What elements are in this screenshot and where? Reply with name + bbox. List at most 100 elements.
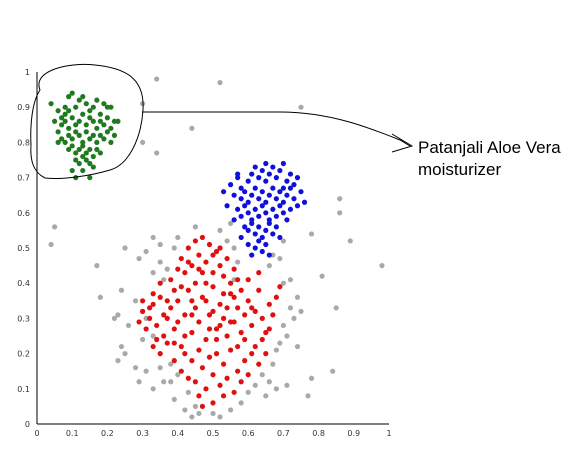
scatter-point <box>220 189 227 195</box>
scatter-point <box>298 308 304 314</box>
scatter-point <box>263 227 269 233</box>
scatter-point <box>249 220 255 226</box>
scatter-point <box>80 111 86 117</box>
scatter-point <box>270 206 276 212</box>
scatter-point <box>273 347 279 353</box>
scatter-point <box>192 379 198 385</box>
scatter-point <box>90 153 96 160</box>
scatter-point <box>238 329 244 336</box>
scatter-point <box>238 196 244 202</box>
scatter-point <box>192 238 198 244</box>
scatter-point <box>111 315 118 321</box>
scatter-point <box>108 125 114 131</box>
scatter-point <box>154 336 160 343</box>
scatter-point <box>164 340 170 346</box>
scatter-point <box>270 312 276 318</box>
scatter-point <box>189 125 195 131</box>
scatter-point <box>277 189 283 195</box>
scatter-point <box>175 298 181 304</box>
scatter-point <box>305 393 311 399</box>
scatter-point <box>87 108 93 114</box>
scatter-point <box>97 111 103 117</box>
scatter-point <box>150 270 156 276</box>
scatter-point <box>217 245 223 251</box>
y-tick-label: 0 <box>25 420 30 429</box>
scatter-point <box>83 122 89 128</box>
scatter-point <box>213 351 220 357</box>
scatter-point <box>249 192 255 198</box>
scatter-point <box>62 104 68 110</box>
scatter-point <box>140 298 146 304</box>
scatter-point <box>266 379 272 385</box>
scatter-point <box>164 266 170 272</box>
scatter-point <box>224 255 230 262</box>
scatter-point <box>280 210 286 216</box>
scatter-point <box>171 287 177 293</box>
scatter-point <box>80 94 86 100</box>
scatter-point <box>231 217 237 223</box>
scatter-point <box>270 361 276 367</box>
scatter-point <box>185 245 191 251</box>
scatter-point <box>210 270 216 276</box>
scatter-point <box>196 410 202 417</box>
y-tick-label: 0.8 <box>17 138 30 147</box>
scatter-point <box>277 284 283 290</box>
scatter-point <box>171 340 177 346</box>
hand-drawn-circle <box>30 63 144 179</box>
annotation: Patanjali Aloe Vera moisturizer <box>30 63 561 179</box>
scatter-point <box>62 118 68 124</box>
scatter-point <box>73 150 79 156</box>
annotation-arrow <box>142 111 411 147</box>
x-tick-label: 0.5 <box>207 429 220 438</box>
scatter-point <box>231 266 237 272</box>
scatter-point <box>80 167 86 174</box>
scatter-point <box>231 245 237 251</box>
scatter-point <box>259 234 265 241</box>
scatter-point <box>182 333 188 339</box>
scatter-point <box>203 280 209 286</box>
scatter-point <box>235 343 241 350</box>
x-tick-label: 0.1 <box>66 429 79 438</box>
scatter-point <box>252 185 258 191</box>
scatter-point <box>256 361 262 367</box>
scatter-point <box>69 90 75 96</box>
scatter-point <box>178 284 184 290</box>
scatter-point <box>196 393 202 399</box>
scatter-point <box>59 136 65 142</box>
scatter-point <box>277 255 283 262</box>
scatter-point <box>249 171 255 177</box>
scatter-point <box>87 160 93 167</box>
scatter-point <box>263 210 269 216</box>
scatter-point <box>259 203 265 209</box>
scatter-point <box>69 136 75 142</box>
scatter-point <box>308 231 315 237</box>
scatter-point <box>161 312 167 318</box>
scatter-point <box>157 241 163 248</box>
scatter-point <box>259 336 265 343</box>
scatter-point <box>94 139 100 145</box>
scatter-point <box>104 129 110 135</box>
scatter-point <box>266 252 272 258</box>
scatter-point <box>228 291 234 297</box>
scatter-point <box>66 132 72 138</box>
scatter-point <box>252 206 258 212</box>
scatter-point <box>287 206 294 212</box>
scatter-point <box>213 248 220 255</box>
scatter-point <box>220 315 227 321</box>
scatter-point <box>132 298 139 304</box>
scatter-point <box>238 234 244 241</box>
scatter-point <box>136 255 142 262</box>
scatter-point <box>178 368 184 374</box>
scatter-point <box>263 241 269 248</box>
x-tick-label: 0.6 <box>242 429 255 438</box>
y-tick-label: 0.1 <box>17 385 30 394</box>
scatter-point <box>259 167 265 174</box>
scatter-point <box>245 277 251 283</box>
scatter-point <box>224 203 230 209</box>
scatter-point <box>154 76 160 82</box>
scatter-point <box>87 136 93 142</box>
scatter-point <box>171 358 177 364</box>
scatter-point <box>217 79 223 86</box>
scatter-point <box>154 322 160 329</box>
scatter-point <box>277 340 283 346</box>
